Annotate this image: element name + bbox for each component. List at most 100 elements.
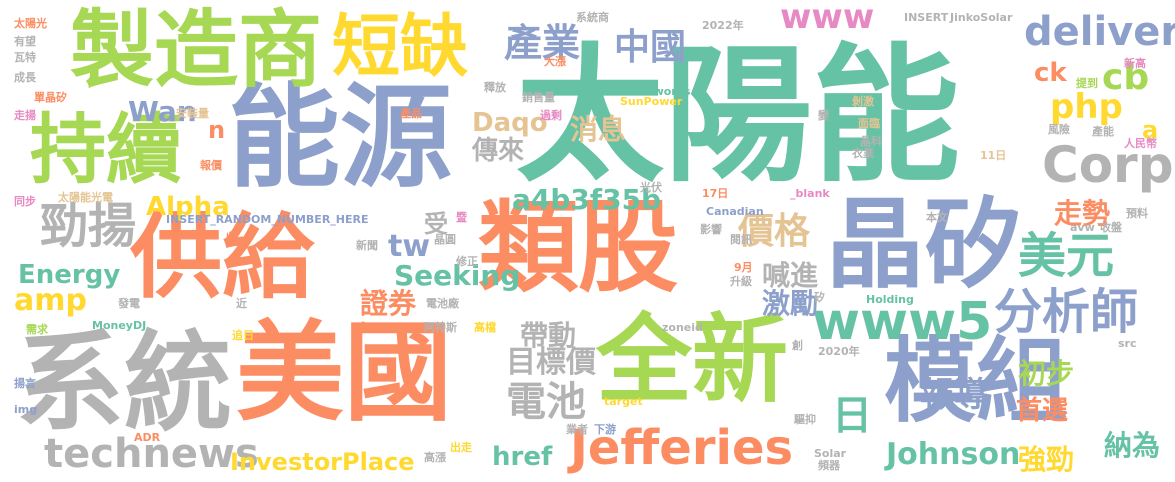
- word-shou-small: 收: [226, 231, 237, 244]
- word-sunpower: SunPower: [620, 95, 683, 108]
- word-a: a: [1142, 116, 1159, 144]
- word-href: href: [492, 442, 553, 472]
- word-yuexun: 閱訊: [730, 233, 752, 246]
- word-danjinggui: 單晶矽: [34, 91, 67, 104]
- word-insert-random: INSERT_RANDOM_NUMBER_HERE: [166, 213, 369, 226]
- word-youwang: 有望: [14, 35, 36, 48]
- word-pinqi: 頻器: [818, 459, 840, 472]
- word-anzhuangliang: 安裝量: [176, 107, 209, 120]
- word-guosheng: 過剩: [540, 109, 562, 122]
- word-zoushi: 走勢: [1054, 197, 1111, 230]
- word-wan: Wan: [128, 95, 197, 128]
- word-www: www: [780, 0, 875, 37]
- word-adr: ADR: [134, 431, 161, 444]
- word-insert: INSERT: [904, 11, 949, 24]
- word-seeking: Seeking: [394, 259, 521, 292]
- word-investorplace: InvestorPlace: [230, 448, 415, 476]
- word-sunworks: Sunworks: [630, 85, 691, 98]
- word-shoupan: 收盤: [1100, 221, 1122, 234]
- word-guangfu: 光伏: [640, 181, 662, 194]
- word-dianchichang: 電池廠: [426, 297, 459, 310]
- word-chuang: 創: [792, 339, 803, 352]
- word-taiyangneng: 太陽能: [516, 30, 960, 202]
- word-mianlin: 面臨: [858, 117, 880, 130]
- word-shou: 受: [424, 210, 448, 238]
- word-gui: 矽: [814, 291, 825, 304]
- word-zhizaoshang: 製造商: [70, 1, 323, 99]
- word-xingao: 新高: [1124, 57, 1146, 70]
- word-renminbi: 人民幣: [1124, 137, 1157, 150]
- word-zhuiri: 追日: [232, 329, 254, 342]
- word-meiyuan: 美元: [1018, 228, 1115, 284]
- word-taiyangnengguangdian: 太陽能光電: [58, 191, 113, 204]
- word-solar: Solar: [814, 447, 847, 460]
- word-canadian: Canadian: [706, 205, 764, 218]
- word-blank: _blank: [790, 187, 830, 200]
- word-gongji: 供給: [130, 204, 315, 311]
- word-mozu: 模組: [884, 328, 1069, 435]
- word-zoneid: zoneid: [662, 321, 703, 334]
- word-jinyang: 勁揚: [40, 198, 137, 254]
- word-jinggui: 晶矽: [826, 188, 1023, 302]
- word-chuanlai: 傳來: [472, 136, 525, 166]
- word-jingyuan: 晶圓: [434, 233, 456, 246]
- word-shengji: 升級: [730, 275, 752, 288]
- word-xitong: 系統: [16, 321, 233, 446]
- word-ri: 日: [832, 393, 872, 439]
- word-amp: amp: [14, 283, 87, 318]
- word-baojia: 報價: [200, 159, 222, 172]
- word-chengzhang: 成長: [14, 71, 36, 84]
- word-hanjin: 喊進: [762, 259, 819, 292]
- word-jingke: 晶科: [860, 135, 882, 148]
- word-xitongshang: 系統商: [576, 11, 609, 24]
- word-zouyang: 走揚: [14, 109, 36, 122]
- word-atesi: 阿特斯: [424, 321, 457, 334]
- word-2022nian: 2022年: [702, 19, 744, 32]
- word-www5: www5: [812, 292, 993, 352]
- word-chixu: 持續: [30, 105, 182, 194]
- word-nawei: 納為: [1104, 429, 1161, 462]
- word-energy: Energy: [18, 260, 121, 290]
- word-qiyi: 驅抑: [794, 413, 816, 426]
- word-baoji: 剝激: [852, 95, 874, 108]
- word-moneydj: MoneyDJ: [92, 319, 147, 332]
- word-bian: 變: [818, 109, 829, 122]
- word-channeng: 產能: [1092, 125, 1114, 138]
- word-technews: technews: [44, 431, 259, 477]
- word-chanye: 產業: [504, 21, 581, 65]
- word-xiayou: 下游: [594, 423, 616, 436]
- word-johnson: Johnson: [886, 437, 1021, 472]
- word-fenxishi: 分析師: [994, 284, 1139, 340]
- word-dianchi: 電池: [506, 379, 586, 425]
- word-yingxiang: 影響: [700, 223, 722, 236]
- word-zhongguo: 中國: [614, 27, 687, 68]
- word-yezhe: 業者: [566, 423, 588, 436]
- word-cheng: 成: [356, 321, 367, 334]
- word-zhengquan: 證券: [360, 287, 417, 320]
- word-cb: cb: [1102, 57, 1150, 98]
- word-tidao: 提到: [1076, 77, 1098, 90]
- word-mubiaojia: 目標價: [506, 345, 596, 380]
- word-src: src: [1118, 337, 1137, 350]
- word-jin: 近: [236, 297, 247, 310]
- word-xinwen: 新聞: [356, 239, 378, 252]
- word-17ri: 17日: [702, 187, 729, 200]
- word-yuliao: 預料: [1126, 207, 1148, 220]
- word-xiaoxi: 消息: [570, 113, 627, 146]
- word-delivery: delivery: [1024, 9, 1175, 55]
- word-daidong: 帶動: [520, 319, 577, 352]
- word-jefferies: Jefferies: [570, 420, 794, 476]
- word-benwen: 本文: [926, 211, 948, 224]
- word-img: img: [14, 403, 38, 416]
- word-holding: Holding: [866, 293, 914, 306]
- word-jili: 激勵: [762, 287, 819, 320]
- word-tongbu: 同步: [14, 195, 36, 208]
- word-php: php: [1050, 87, 1123, 127]
- word-chubu: 初步: [1018, 357, 1075, 390]
- word-qiangjin: 強勁: [1018, 443, 1075, 476]
- word-shifang: 釋放: [484, 81, 506, 94]
- word-corp: Corp: [1042, 136, 1174, 194]
- word-2020nian: 2020年: [818, 345, 860, 358]
- word-duanque: 短缺: [332, 8, 469, 87]
